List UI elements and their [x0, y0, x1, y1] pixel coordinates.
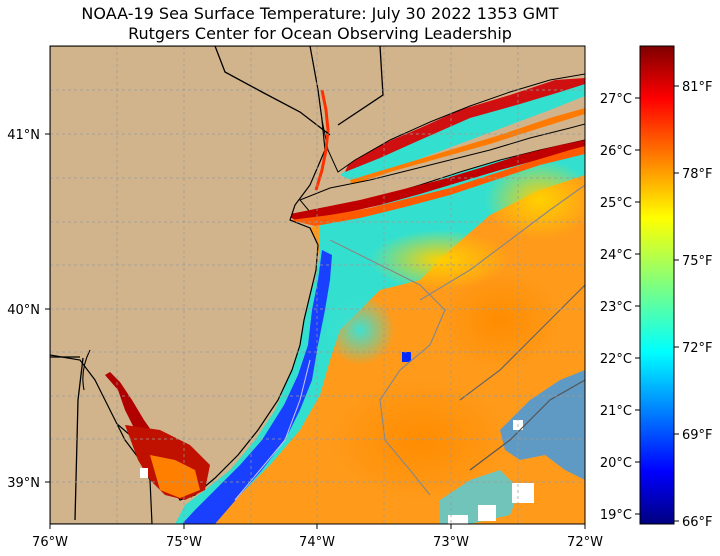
colorbar-f-label: 78°F	[682, 167, 713, 182]
nearshore-contour	[234, 359, 311, 501]
colorbar-c-label: 22°C	[600, 352, 632, 367]
de-arc-border	[82, 349, 91, 391]
coastal-upwelling	[182, 250, 332, 524]
map-area	[50, 46, 585, 524]
bathymetry-contour	[329, 239, 446, 496]
hudson-river	[314, 89, 330, 191]
no-data-patch	[140, 468, 148, 478]
colorbar	[639, 45, 675, 525]
colorbar-c-label: 21°C	[600, 404, 632, 419]
lon-label-73: 73°W	[433, 535, 469, 550]
ny-nj-border	[214, 46, 331, 136]
south-shore-warm	[285, 140, 585, 222]
graticule	[50, 46, 585, 524]
colorbar-f-label: 66°F	[682, 515, 713, 530]
lat-label-41: 41°N	[7, 128, 40, 143]
lon-label-74: 74°W	[299, 535, 335, 550]
lon-label-76: 76°W	[32, 535, 68, 550]
colorbar-c-label: 27°C	[600, 92, 632, 107]
sound-south-warm	[350, 108, 585, 185]
no-data-patch	[478, 505, 496, 521]
de-md-border	[74, 357, 84, 521]
colorbar-f-label: 69°F	[682, 428, 713, 443]
map-subtitle: Rutgers Center for Ocean Observing Leade…	[128, 24, 512, 43]
colorbar-f-label: 75°F	[682, 254, 713, 269]
colorbar-f-label: 72°F	[682, 341, 713, 356]
lat-label-39: 39°N	[7, 476, 40, 491]
shelf-break-contour	[459, 284, 585, 401]
long-island-sound	[340, 80, 585, 182]
cool-spot	[402, 352, 411, 362]
colorbar-f-label: 81°F	[682, 80, 713, 95]
lon-label-72: 72°W	[567, 535, 603, 550]
shelf-break-contour	[469, 379, 585, 471]
delaware-mouth-orange	[150, 455, 200, 498]
colorbar-c-label: 20°C	[600, 456, 632, 471]
bathymetry-contour	[419, 184, 585, 301]
lat-label-40: 40°N	[7, 303, 40, 318]
eddy-cool	[325, 295, 395, 365]
colorbar-ticks	[635, 85, 679, 522]
colorbar-c-label: 19°C	[600, 508, 632, 523]
colorbar-c-label: 24°C	[600, 248, 632, 263]
lon-label-75: 75°W	[166, 535, 202, 550]
colorbar-c-label: 23°C	[600, 300, 632, 315]
warm-patch-east	[440, 270, 560, 370]
transition-zone-east	[485, 160, 585, 240]
south-shore-orange	[290, 146, 585, 226]
colorbar-c-label: 26°C	[600, 144, 632, 159]
no-data-patch	[512, 483, 534, 503]
ny-ct-border	[337, 46, 384, 126]
colorbar-c-label: 25°C	[600, 196, 632, 211]
axis-ticks	[45, 133, 586, 529]
warm-patch	[330, 380, 510, 500]
sound-north-shore-warm	[345, 78, 585, 172]
no-data-patch	[448, 515, 468, 524]
map-title: NOAA-19 Sea Surface Temperature: July 30…	[81, 4, 559, 23]
cool-patch-s	[440, 470, 520, 524]
cool-patch-se	[500, 370, 585, 480]
